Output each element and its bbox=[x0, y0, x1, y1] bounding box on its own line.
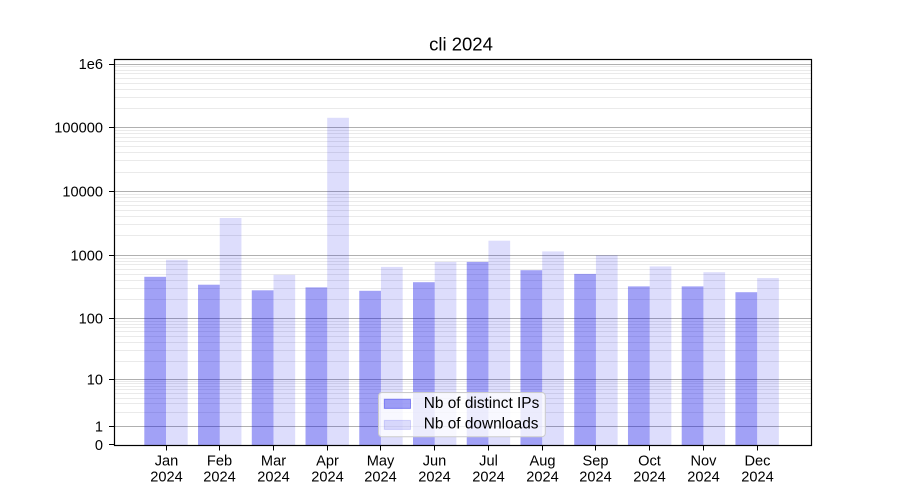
svg-text:Jan: Jan bbox=[155, 454, 179, 470]
svg-text:2024: 2024 bbox=[418, 470, 450, 486]
svg-text:2024: 2024 bbox=[257, 470, 289, 486]
svg-text:10: 10 bbox=[87, 373, 103, 389]
svg-text:Apr: Apr bbox=[316, 454, 339, 470]
svg-text:2024: 2024 bbox=[741, 470, 773, 486]
svg-text:2024: 2024 bbox=[472, 470, 504, 486]
svg-text:2024: 2024 bbox=[687, 470, 719, 486]
svg-text:2024: 2024 bbox=[203, 470, 235, 486]
svg-text:Sep: Sep bbox=[583, 454, 609, 470]
svg-text:Jul: Jul bbox=[479, 454, 498, 470]
svg-text:Dec: Dec bbox=[745, 454, 771, 470]
svg-text:Feb: Feb bbox=[207, 454, 232, 470]
svg-text:1e6: 1e6 bbox=[79, 57, 103, 73]
svg-text:10000: 10000 bbox=[62, 185, 103, 201]
svg-text:Nb of downloads: Nb of downloads bbox=[424, 416, 539, 433]
svg-text:May: May bbox=[367, 454, 395, 470]
svg-text:Nov: Nov bbox=[691, 454, 718, 470]
svg-text:2024: 2024 bbox=[364, 470, 396, 486]
svg-text:Aug: Aug bbox=[530, 454, 556, 470]
svg-text:2024: 2024 bbox=[311, 470, 343, 486]
svg-text:1: 1 bbox=[95, 420, 103, 436]
svg-text:2024: 2024 bbox=[150, 470, 182, 486]
svg-text:Oct: Oct bbox=[638, 454, 661, 470]
svg-text:0: 0 bbox=[95, 438, 103, 454]
svg-text:2024: 2024 bbox=[579, 470, 611, 486]
svg-text:100: 100 bbox=[79, 312, 103, 328]
svg-text:Jun: Jun bbox=[423, 454, 447, 470]
svg-text:2024: 2024 bbox=[633, 470, 665, 486]
svg-text:Nb of distinct IPs: Nb of distinct IPs bbox=[424, 395, 540, 412]
svg-text:2024: 2024 bbox=[526, 470, 558, 486]
svg-text:1000: 1000 bbox=[71, 248, 103, 264]
svg-text:100000: 100000 bbox=[54, 121, 103, 137]
svg-text:Mar: Mar bbox=[261, 454, 286, 470]
svg-text:cli 2024: cli 2024 bbox=[429, 34, 493, 55]
